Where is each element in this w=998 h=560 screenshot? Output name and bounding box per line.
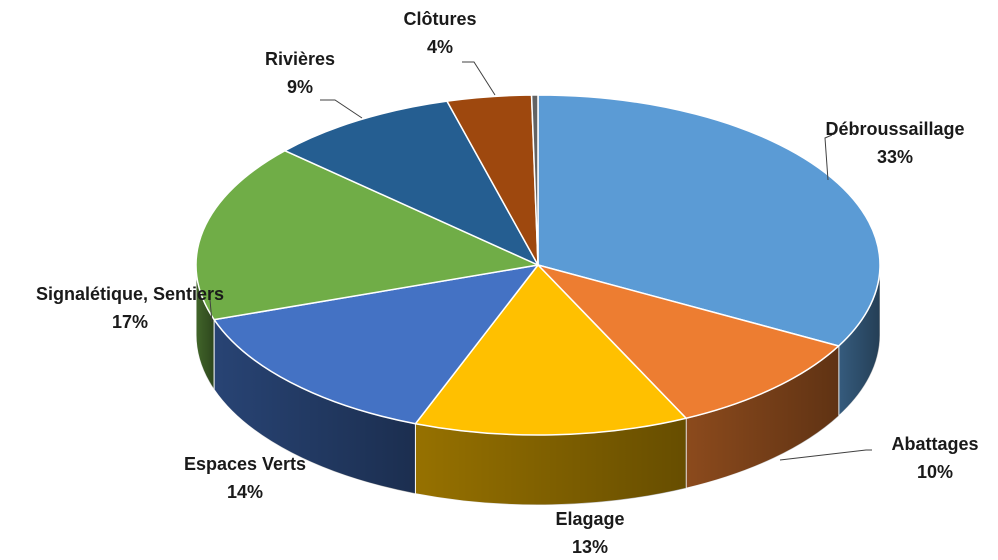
leader-line-rivieres xyxy=(320,99,363,119)
pie-slice-espaces-verts xyxy=(213,264,539,425)
pie-tops xyxy=(195,94,881,436)
pie-sides xyxy=(195,264,881,506)
slice-labels: Débroussaillage 33% Abattages 10% Elagage 13%… xyxy=(36,9,979,557)
pie-side-shade xyxy=(838,265,881,416)
slice-label-name: Signalétique, Sentiers xyxy=(36,284,224,304)
leader-line-debroussaillage xyxy=(824,134,833,181)
slice-label-percent: 4% xyxy=(427,37,453,57)
pie-side-shade xyxy=(196,265,215,390)
leader-line-abattages xyxy=(779,449,872,461)
leader-line-clotures xyxy=(462,61,496,96)
slice-label-percent: 10% xyxy=(917,462,953,482)
pie-slice-rivieres xyxy=(284,100,539,266)
slice-label-name: Débroussaillage xyxy=(825,119,964,139)
pie-side-shade xyxy=(415,418,687,506)
leader-line-signaletique-sentiers xyxy=(209,299,213,323)
pie-slice-slice-7 xyxy=(530,94,539,266)
slice-label-percent: 14% xyxy=(227,482,263,502)
pie-slice-elagage xyxy=(414,264,687,436)
slice-label-percent: 33% xyxy=(877,147,913,167)
slice-label-percent: 17% xyxy=(112,312,148,332)
slice-label-name: Abattages xyxy=(891,434,978,454)
pie-side-shade xyxy=(686,345,839,489)
pie-slice-debroussaillage xyxy=(537,94,881,347)
pie-side-shade xyxy=(214,319,416,494)
slice-label-name: Espaces Verts xyxy=(184,454,306,474)
leader-lines xyxy=(209,61,872,461)
pie-slice-abattages xyxy=(537,264,840,419)
pie-slice-signaletique-sentiers xyxy=(195,149,539,321)
slice-label-name: Rivières xyxy=(265,49,335,69)
slice-label-percent: 9% xyxy=(287,77,313,97)
slice-label-name: Clôtures xyxy=(403,9,476,29)
slice-label-percent: 13% xyxy=(572,537,608,557)
slice-label-name: Elagage xyxy=(555,509,624,529)
